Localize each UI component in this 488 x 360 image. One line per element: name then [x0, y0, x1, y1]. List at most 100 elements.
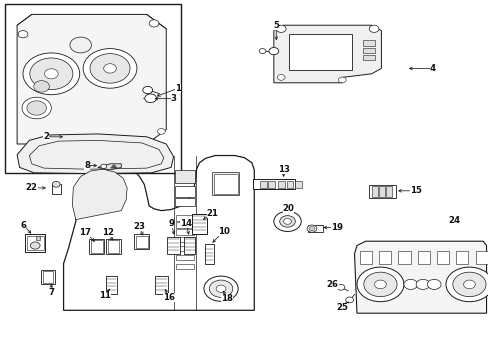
Circle shape	[203, 276, 238, 301]
Bar	[474, 251, 487, 264]
Bar	[368, 185, 395, 198]
Bar	[52, 184, 61, 194]
Text: 24: 24	[448, 216, 460, 225]
Bar	[371, 186, 377, 197]
Bar	[436, 251, 448, 264]
Circle shape	[30, 58, 73, 90]
Bar	[175, 229, 194, 235]
Polygon shape	[17, 14, 166, 144]
Circle shape	[268, 48, 278, 55]
Circle shape	[34, 81, 49, 92]
Bar	[212, 172, 239, 195]
Bar	[175, 222, 194, 228]
Bar	[91, 240, 102, 253]
Bar	[175, 198, 194, 206]
Circle shape	[374, 280, 386, 289]
Circle shape	[101, 164, 106, 168]
Circle shape	[22, 97, 51, 119]
Text: 4: 4	[429, 64, 435, 73]
Text: 8: 8	[84, 161, 90, 170]
Circle shape	[157, 129, 165, 134]
Text: 3: 3	[170, 94, 176, 103]
Circle shape	[216, 285, 225, 292]
Text: 26: 26	[326, 280, 338, 289]
Polygon shape	[17, 134, 173, 174]
Bar	[184, 237, 195, 254]
Text: 17: 17	[80, 228, 91, 237]
Circle shape	[345, 297, 353, 303]
Circle shape	[103, 64, 116, 73]
Bar	[27, 236, 43, 250]
Circle shape	[44, 69, 58, 79]
Circle shape	[27, 101, 46, 115]
Circle shape	[308, 226, 314, 231]
Circle shape	[306, 225, 316, 232]
Circle shape	[52, 181, 60, 187]
Text: 13: 13	[277, 165, 289, 174]
Bar	[362, 48, 375, 53]
Bar	[41, 270, 55, 284]
Bar	[175, 170, 194, 183]
Text: 5: 5	[273, 21, 279, 30]
Polygon shape	[273, 25, 381, 83]
Circle shape	[452, 272, 485, 297]
Text: 11: 11	[99, 292, 111, 300]
Bar	[204, 244, 213, 264]
Bar	[288, 34, 351, 70]
Circle shape	[356, 267, 403, 302]
Bar	[134, 234, 149, 249]
Text: 18: 18	[221, 294, 233, 303]
Bar	[378, 186, 384, 197]
Circle shape	[276, 25, 285, 32]
Circle shape	[70, 37, 91, 53]
Text: 14: 14	[180, 219, 191, 228]
Bar	[106, 239, 121, 254]
Bar	[362, 55, 375, 60]
Bar	[378, 251, 390, 264]
Circle shape	[209, 280, 232, 297]
Bar	[192, 214, 206, 234]
Bar	[166, 237, 180, 254]
Circle shape	[149, 20, 159, 27]
Text: 1: 1	[175, 84, 181, 93]
Bar	[362, 40, 375, 46]
Polygon shape	[354, 241, 486, 313]
Circle shape	[463, 280, 474, 289]
Circle shape	[273, 211, 301, 231]
Bar	[253, 179, 294, 189]
Bar	[259, 181, 266, 188]
Text: 12: 12	[102, 228, 113, 237]
Circle shape	[90, 54, 130, 83]
Text: 9: 9	[168, 219, 174, 228]
Text: 19: 19	[331, 223, 343, 232]
Bar	[295, 181, 302, 188]
Bar	[386, 186, 391, 197]
Bar	[175, 246, 194, 251]
Bar	[136, 236, 147, 248]
Bar	[107, 240, 119, 253]
Text: 7: 7	[48, 288, 54, 297]
Circle shape	[338, 77, 346, 83]
Circle shape	[83, 49, 137, 88]
Circle shape	[279, 216, 295, 227]
Bar	[268, 181, 275, 188]
Circle shape	[144, 94, 156, 103]
Circle shape	[142, 86, 152, 94]
Circle shape	[23, 53, 80, 95]
Circle shape	[445, 267, 488, 302]
Circle shape	[427, 279, 440, 289]
Bar	[175, 255, 194, 260]
Circle shape	[363, 272, 396, 297]
Polygon shape	[72, 169, 127, 220]
Bar	[5, 4, 181, 173]
Text: 6: 6	[20, 220, 26, 230]
Bar	[36, 236, 40, 240]
Circle shape	[30, 242, 40, 249]
Bar	[455, 251, 468, 264]
Bar	[277, 181, 284, 188]
Text: 10: 10	[218, 227, 229, 236]
Text: 15: 15	[409, 186, 421, 195]
Circle shape	[18, 31, 28, 38]
Bar	[214, 174, 237, 194]
Bar	[175, 215, 194, 221]
